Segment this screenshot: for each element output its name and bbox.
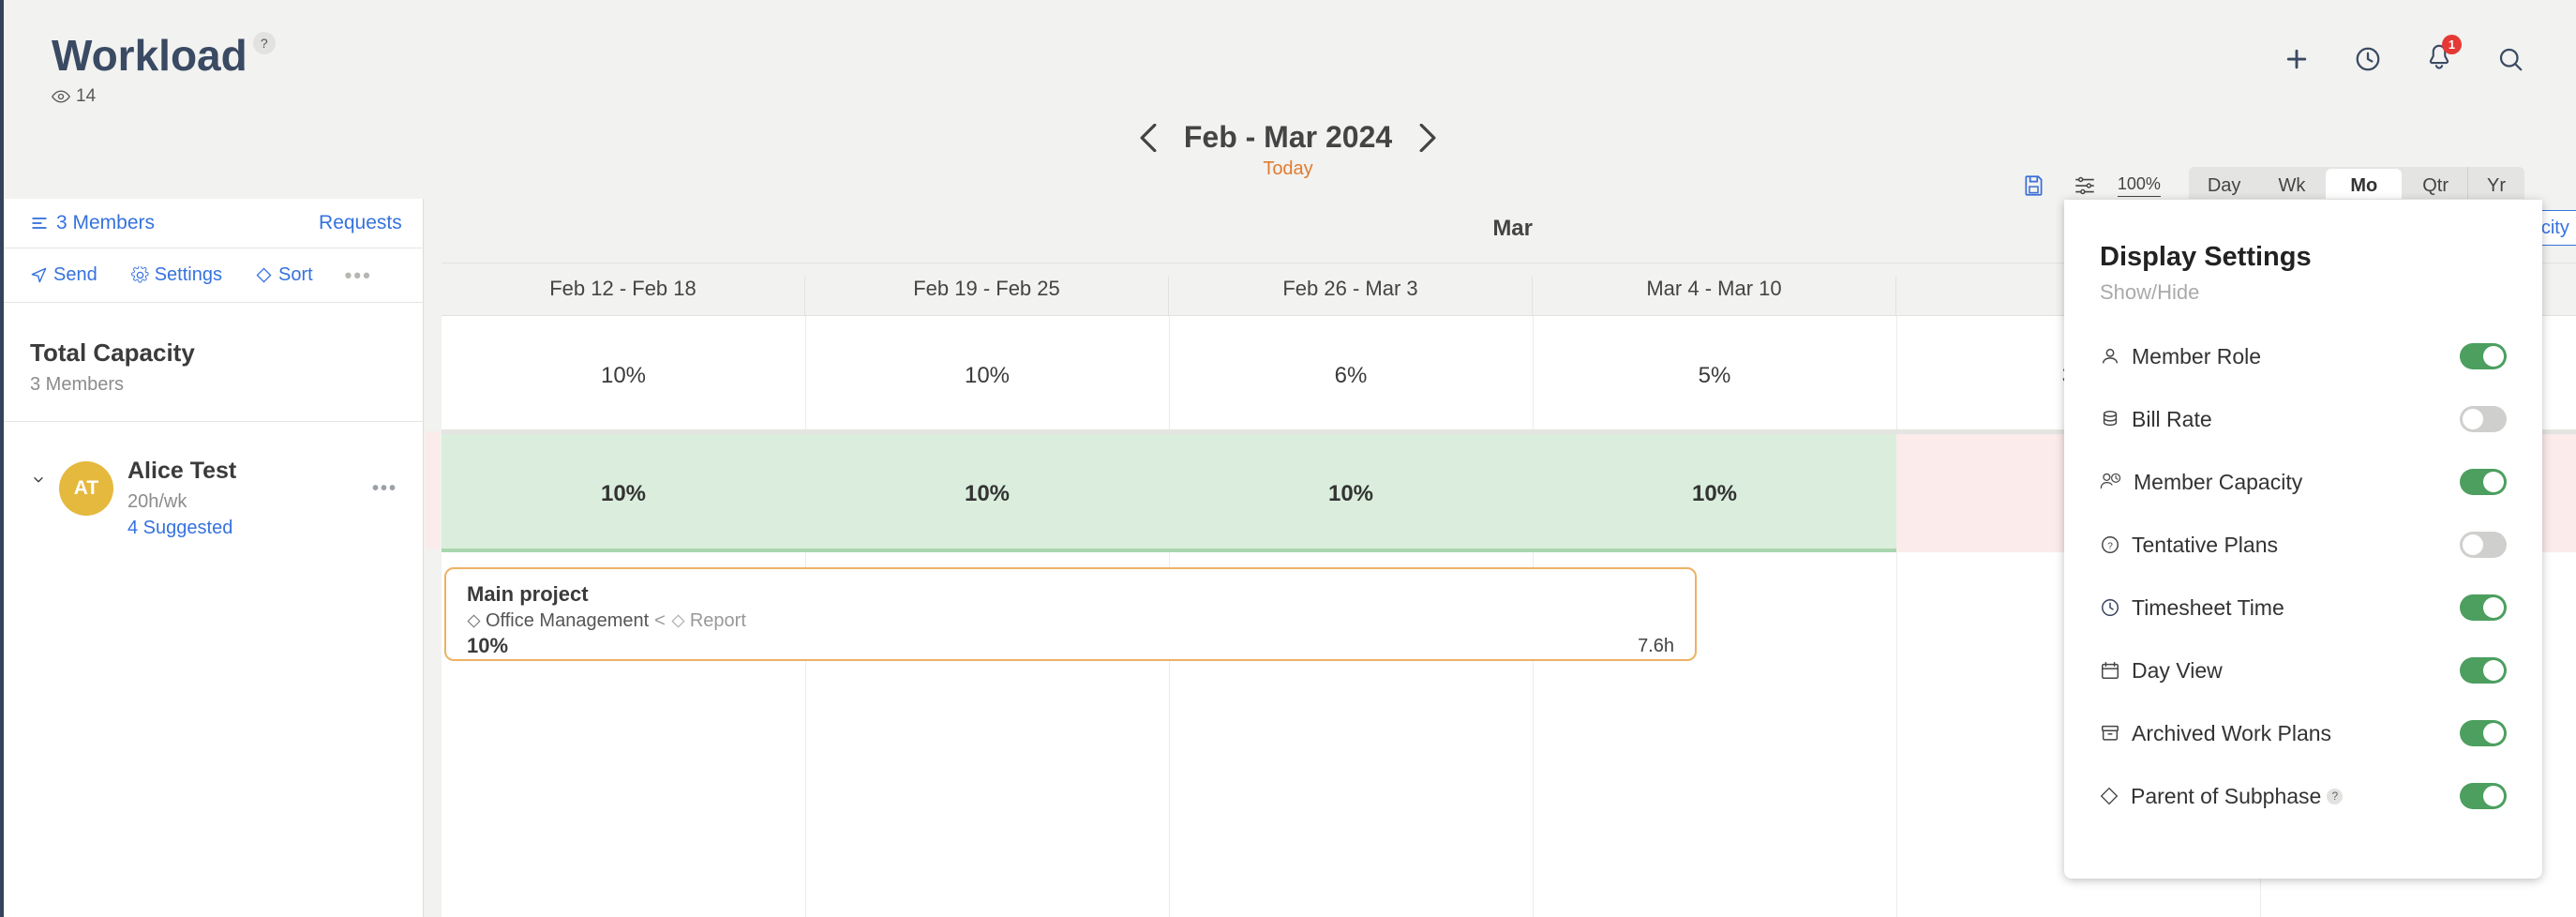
svg-text:?: ?	[2107, 542, 2113, 552]
